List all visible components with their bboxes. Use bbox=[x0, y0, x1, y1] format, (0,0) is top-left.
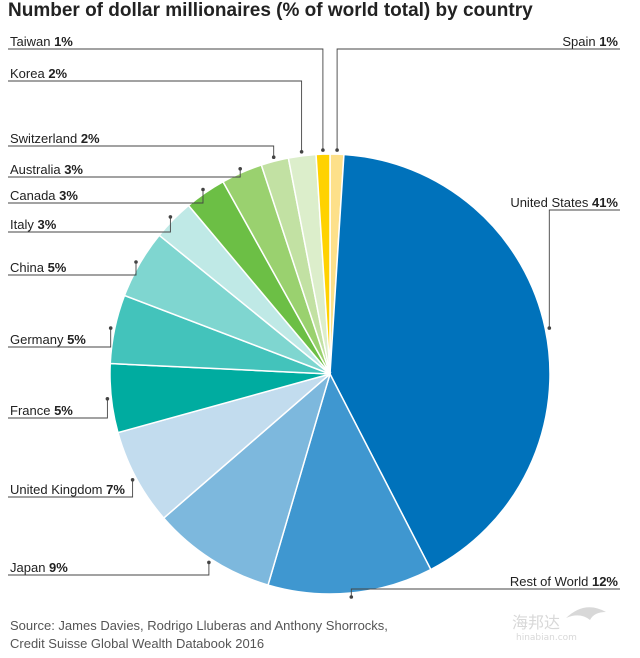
watermark: 海邦达 hinabian.com bbox=[512, 607, 606, 643]
leader-line-rest-of-world bbox=[350, 588, 620, 597]
label-name-rest-of-world: Rest of World bbox=[510, 574, 592, 589]
source-line-2: Credit Suisse Global Wealth Databook 201… bbox=[10, 636, 264, 651]
label-australia: Australia 3% bbox=[10, 162, 83, 177]
leader-line-france bbox=[8, 398, 108, 419]
pie-slices bbox=[109, 153, 551, 595]
label-value-france: 5% bbox=[54, 403, 73, 418]
slice-taiwan bbox=[315, 153, 331, 375]
leader-line-switzerland bbox=[8, 145, 275, 158]
label-name-canada: Canada bbox=[10, 188, 59, 203]
label-value-taiwan: 1% bbox=[54, 34, 73, 49]
leader-line-korea bbox=[8, 80, 303, 152]
label-united-kingdom: United Kingdom 7% bbox=[10, 482, 125, 497]
leader-dot-united-states bbox=[547, 326, 552, 330]
leader-line-taiwan bbox=[8, 48, 324, 151]
leader-dot-taiwan bbox=[321, 148, 325, 152]
label-korea: Korea 2% bbox=[10, 66, 68, 81]
label-value-canada: 3% bbox=[59, 188, 78, 203]
leader-line-germany bbox=[8, 328, 112, 348]
label-name-united-states: United States bbox=[510, 195, 592, 210]
label-name-korea: Korea bbox=[10, 66, 48, 81]
label-value-australia: 3% bbox=[64, 162, 83, 177]
label-france: France 5% bbox=[10, 403, 73, 418]
label-taiwan: Taiwan 1% bbox=[10, 34, 73, 49]
label-name-spain: Spain bbox=[562, 34, 599, 49]
leader-line-canada bbox=[8, 189, 204, 204]
label-value-germany: 5% bbox=[67, 332, 86, 347]
leader-line-united-states bbox=[548, 209, 620, 329]
slice-united-states bbox=[329, 153, 551, 571]
slice-labels: Spain 1% United States 41% Rest of World 1… bbox=[10, 34, 618, 589]
leader-line-italy bbox=[8, 216, 171, 233]
leader-line-united-kingdom bbox=[8, 479, 134, 498]
label-name-france: France bbox=[10, 403, 54, 418]
chart-title: Number of dollar millionaires (% of worl… bbox=[8, 0, 533, 21]
leader-dot-spain bbox=[335, 148, 339, 152]
leader-line-australia bbox=[8, 168, 241, 178]
bird-logo-icon bbox=[566, 607, 606, 620]
leader-line-spain bbox=[336, 48, 620, 151]
leader-dot-italy bbox=[168, 215, 173, 219]
label-rest-of-world: Rest of World 12% bbox=[510, 574, 619, 589]
label-spain: Spain 1% bbox=[562, 34, 618, 49]
label-value-korea: 2% bbox=[48, 66, 67, 81]
watermark-text: 海邦达 bbox=[512, 613, 560, 632]
leader-dot-switzerland bbox=[271, 155, 276, 159]
label-value-united-states: 41% bbox=[592, 195, 618, 210]
label-germany: Germany 5% bbox=[10, 332, 86, 347]
label-name-japan: Japan bbox=[10, 560, 49, 575]
leader-dot-united-kingdom bbox=[130, 478, 135, 482]
leader-dot-rest-of-world bbox=[349, 595, 354, 599]
leader-dot-germany bbox=[108, 326, 113, 330]
label-name-switzerland: Switzerland bbox=[10, 131, 81, 146]
label-value-switzerland: 2% bbox=[81, 131, 100, 146]
label-china: China 5% bbox=[10, 260, 67, 275]
label-name-china: China bbox=[10, 260, 48, 275]
leader-dot-france bbox=[105, 397, 110, 401]
label-value-spain: 1% bbox=[599, 34, 618, 49]
watermark-subtext: hinabian.com bbox=[516, 633, 577, 643]
label-value-italy: 3% bbox=[37, 217, 56, 232]
label-value-rest-of-world: 12% bbox=[592, 574, 618, 589]
label-name-italy: Italy bbox=[10, 217, 37, 232]
label-name-taiwan: Taiwan bbox=[10, 34, 54, 49]
label-name-australia: Australia bbox=[10, 162, 64, 177]
label-name-united-kingdom: United Kingdom bbox=[10, 482, 106, 497]
label-japan: Japan 9% bbox=[10, 560, 68, 575]
leader-dot-australia bbox=[238, 167, 242, 171]
label-value-china: 5% bbox=[48, 260, 67, 275]
leader-line-china bbox=[8, 262, 137, 276]
leader-dot-canada bbox=[201, 187, 205, 192]
source-line-1: Source: James Davies, Rodrigo Lluberas a… bbox=[10, 618, 388, 633]
label-united-states: United States 41% bbox=[510, 195, 618, 210]
leader-line-japan bbox=[8, 562, 210, 576]
label-canada: Canada 3% bbox=[10, 188, 78, 203]
leader-lines bbox=[8, 48, 620, 599]
label-italy: Italy 3% bbox=[10, 217, 57, 232]
leader-dot-korea bbox=[299, 150, 304, 154]
leader-dot-japan bbox=[207, 560, 211, 565]
leader-dot-china bbox=[134, 260, 138, 264]
label-switzerland: Switzerland 2% bbox=[10, 131, 100, 146]
label-value-united-kingdom: 7% bbox=[106, 482, 125, 497]
label-value-japan: 9% bbox=[49, 560, 68, 575]
label-name-germany: Germany bbox=[10, 332, 67, 347]
slice-japan bbox=[162, 371, 332, 587]
